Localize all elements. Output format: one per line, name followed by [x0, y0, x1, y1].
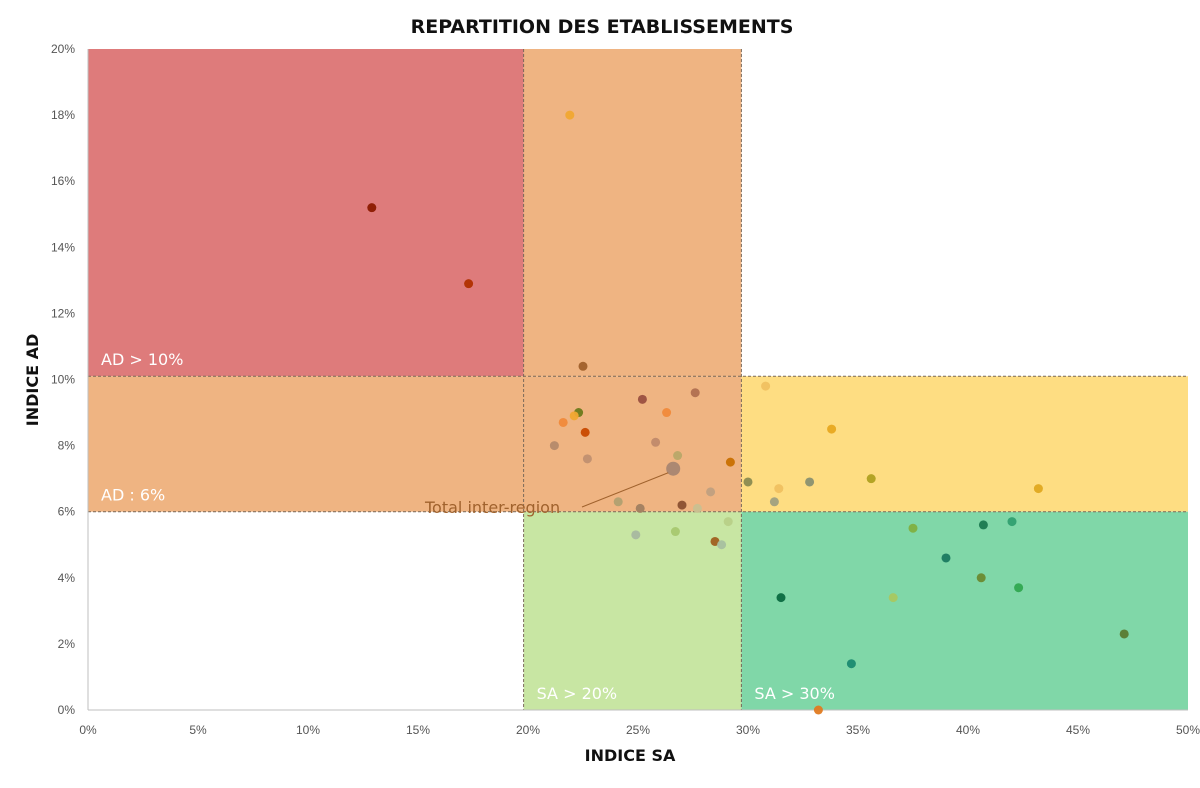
- y-tick-label: 12%: [51, 306, 75, 320]
- x-tick-label: 25%: [626, 723, 650, 737]
- data-point: [464, 279, 474, 289]
- x-tick-label: 30%: [736, 723, 760, 737]
- data-point: [941, 553, 951, 563]
- data-point: [662, 408, 672, 418]
- data-point: [978, 520, 988, 530]
- data-point: [558, 417, 568, 427]
- data-point: [580, 427, 590, 437]
- annotation-label: Total inter-region: [424, 498, 560, 517]
- data-point: [690, 388, 700, 398]
- y-tick-label: 6%: [58, 505, 76, 519]
- zone-4: [523, 511, 742, 710]
- data-point: [677, 500, 687, 510]
- zone-2: [88, 376, 742, 512]
- data-point: [569, 411, 579, 421]
- data-point: [846, 659, 856, 669]
- y-tick-label: 10%: [51, 373, 75, 387]
- data-point: [549, 441, 559, 451]
- x-tick-label: 20%: [516, 723, 540, 737]
- data-point: [776, 593, 786, 603]
- data-point: [888, 593, 898, 603]
- annotation-layer: Total inter-region: [424, 472, 669, 517]
- zone-3: [741, 376, 1188, 512]
- data-point: [827, 424, 837, 434]
- zone-label: AD : 6%: [101, 486, 165, 505]
- y-tick-label: 16%: [51, 174, 75, 188]
- data-point: [866, 474, 876, 484]
- data-point: [635, 503, 645, 513]
- data-point: [1007, 517, 1017, 527]
- data-point: [769, 497, 779, 507]
- x-tick-label: 5%: [189, 723, 207, 737]
- zone-label: AD > 10%: [101, 350, 183, 369]
- y-tick-label: 8%: [58, 439, 76, 453]
- x-axis-title: INDICE SA: [585, 746, 676, 765]
- x-tick-label: 45%: [1066, 723, 1090, 737]
- data-point: [743, 477, 753, 487]
- zone-label: SA > 30%: [754, 684, 835, 703]
- y-tick-label: 2%: [58, 637, 76, 651]
- axis-layer: 0% 5% 10% 15% 20% 25% 30% 35% 40% 45% 50% 0% 2% 4% 6% 8…: [51, 42, 1200, 737]
- data-point: [631, 530, 641, 540]
- zone-1: [523, 49, 742, 377]
- data-point: [637, 394, 647, 404]
- data-point: [706, 487, 716, 497]
- data-point: [670, 527, 680, 537]
- zone-layer: AD > 10% AD : 6% SA > 20% SA > 30%: [88, 49, 1188, 710]
- data-point: [717, 540, 727, 550]
- data-point: [976, 573, 986, 583]
- x-tick-label: 0%: [79, 723, 97, 737]
- data-point: [1014, 583, 1024, 593]
- y-axis-title: INDICE AD: [23, 334, 42, 426]
- data-point: [774, 484, 784, 494]
- zone-0: [88, 49, 524, 377]
- data-point: [725, 457, 735, 467]
- data-point: [367, 203, 377, 213]
- x-tick-label: 40%: [956, 723, 980, 737]
- data-point: [805, 477, 815, 487]
- chart-title: REPARTITION DES ETABLISSEMENTS: [411, 16, 794, 38]
- zone-5: [741, 511, 1188, 710]
- x-tick-label: 10%: [296, 723, 320, 737]
- data-point: [1033, 484, 1043, 494]
- data-point: [565, 110, 575, 120]
- data-point: [613, 497, 623, 507]
- data-point: [813, 705, 823, 715]
- data-point: [651, 437, 661, 447]
- data-point: [578, 361, 588, 371]
- y-tick-label: 20%: [51, 42, 75, 56]
- x-tick-label: 35%: [846, 723, 870, 737]
- data-point: [1119, 629, 1129, 639]
- y-tick-label: 4%: [58, 571, 76, 585]
- data-point: [692, 503, 702, 513]
- zone-label: SA > 20%: [537, 684, 618, 703]
- point-layer: [367, 110, 1129, 715]
- data-point: [723, 517, 733, 527]
- data-point-total: [666, 461, 681, 476]
- y-tick-label: 18%: [51, 108, 75, 122]
- data-point: [908, 523, 918, 533]
- data-point: [761, 381, 771, 391]
- y-tick-label: 0%: [58, 703, 76, 717]
- data-point: [582, 454, 592, 464]
- x-tick-label: 15%: [406, 723, 430, 737]
- data-point: [673, 451, 683, 461]
- y-tick-label: 14%: [51, 240, 75, 254]
- x-tick-label: 50%: [1176, 723, 1200, 737]
- annotation-leader-line: [581, 472, 669, 508]
